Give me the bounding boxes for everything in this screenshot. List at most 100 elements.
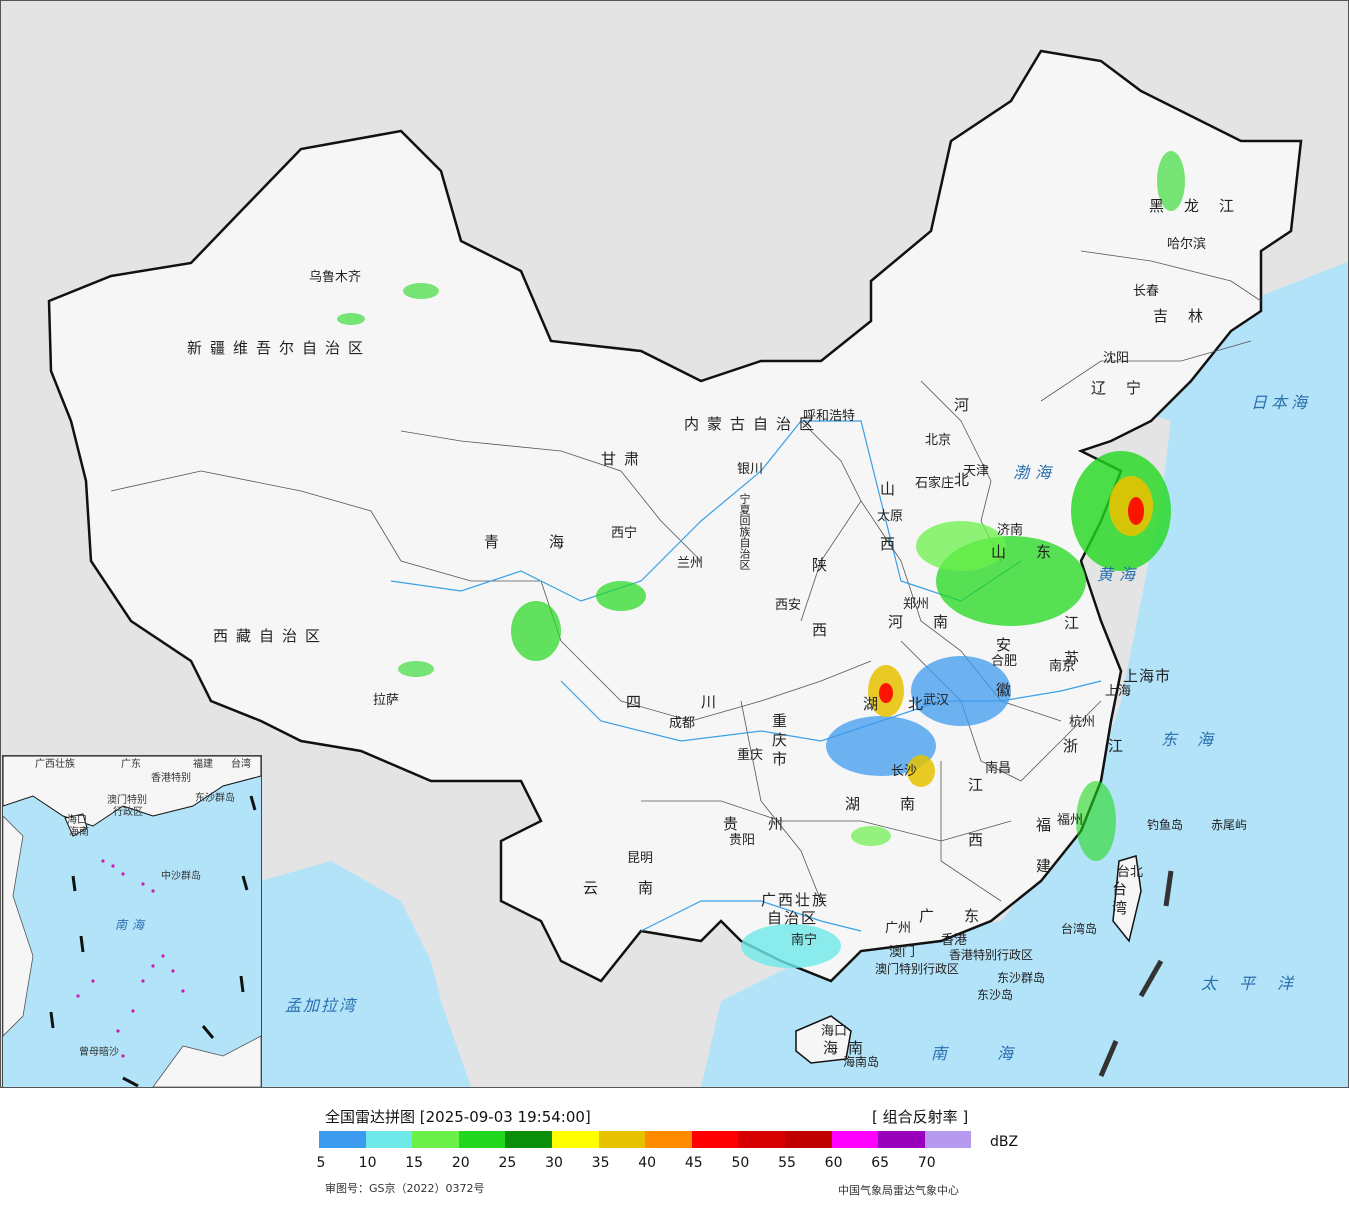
city-fuzhou: 福州	[1057, 813, 1084, 828]
city-wuhan: 武汉	[923, 693, 950, 708]
legend-swatch	[645, 1131, 692, 1148]
legend-swatch	[738, 1131, 785, 1148]
inset-vietnam	[3, 815, 34, 1037]
sea-yellow: 黄海	[1097, 565, 1142, 584]
legend-tick-label: 30	[545, 1155, 563, 1171]
legend-swatch	[319, 1131, 366, 1148]
legend-product: [ 组合反射率 ]	[872, 1108, 969, 1126]
legend-tick-label: 55	[778, 1155, 796, 1171]
province-label-heilongjiang: 黑龙江	[1149, 197, 1255, 215]
city-guangzhou: 广州	[885, 921, 912, 936]
island-hainan: 海南岛	[843, 1055, 880, 1069]
inset-label-fujian: 福建	[193, 759, 213, 770]
sea-east-china: 东海	[1161, 730, 1234, 749]
legend-swatch	[924, 1131, 972, 1148]
sea-bohai: 渤海	[1013, 463, 1058, 482]
bay-of-bengal	[251, 861, 471, 1087]
province-label-yunnan: 云南	[583, 879, 694, 897]
legend-colorbar	[319, 1131, 972, 1148]
province-label-anhui: 安徽	[994, 637, 1012, 727]
city-tianjin: 天津	[963, 464, 990, 479]
legend-swatch	[505, 1131, 552, 1148]
province-label-shandong: 山东	[991, 543, 1082, 561]
radar-echoes	[337, 151, 1185, 968]
island-chiwei: 赤尾屿	[1211, 818, 1248, 832]
province-label-qinghai: 青海	[484, 533, 615, 551]
inset-label-hk: 香港特别	[151, 773, 191, 784]
echo-cluster	[741, 924, 841, 968]
city-taiyuan: 太原	[877, 509, 904, 524]
city-hefei: 合肥	[991, 654, 1018, 669]
island-dongsha: 东沙岛	[977, 988, 1014, 1002]
city-kunming: 昆明	[627, 851, 654, 866]
province-label-shanghai: 上海市	[1123, 667, 1172, 685]
inset-label-hainan: 海南	[69, 827, 89, 838]
echo-cluster	[398, 661, 434, 677]
province-label-chongqing: 重庆市	[770, 713, 788, 770]
city-changchun: 长春	[1133, 284, 1160, 299]
legend-swatch	[458, 1131, 506, 1148]
inset-label-macau: 澳门特别	[107, 795, 147, 806]
province-label-sichuan: 四川	[626, 693, 777, 711]
province-label-jiangxi: 江西	[966, 777, 984, 887]
echo-cluster	[879, 683, 893, 703]
legend-tick-label: 40	[638, 1155, 657, 1171]
city-shanghai: 上海	[1105, 684, 1132, 699]
province-label-taiwan: 台湾	[1110, 881, 1128, 919]
province-label-jilin: 吉林	[1153, 307, 1224, 325]
city-xining: 西宁	[611, 526, 638, 541]
city-shijiazhuang: 石家庄	[915, 476, 955, 491]
city-lhasa: 拉萨	[373, 693, 400, 708]
echo-cluster	[851, 826, 891, 846]
province-label-henan: 河南	[888, 613, 979, 631]
map-approval-number: 审图号：GS京（2022）0372号	[325, 1182, 485, 1195]
province-label-jiangsu: 江苏	[1062, 615, 1080, 685]
inset-label-dongsha: 东沙群岛	[195, 793, 235, 804]
legend-tick-label: 70	[917, 1155, 936, 1171]
city-nanchang: 南昌	[985, 761, 1012, 776]
city-hongkong: 香港	[941, 933, 968, 948]
inset-label-guangdong: 广东	[121, 759, 141, 770]
province-label-guizhou: 贵州	[723, 815, 814, 833]
echo-cluster	[511, 601, 561, 661]
echo-cluster	[907, 755, 935, 787]
inset-label-guangxi: 广西壮族	[35, 759, 75, 770]
label-hk-sar: 香港特别行政区	[949, 948, 1034, 962]
province-label-guangxi-line1: 广西壮族	[761, 891, 830, 909]
sea-japan: 日本海	[1251, 393, 1312, 412]
legend-swatch	[691, 1131, 739, 1148]
inset-label-haikou: 海口	[67, 815, 87, 826]
province-label-fujian: 福建	[1034, 817, 1052, 899]
city-jinan: 济南	[997, 523, 1024, 538]
legend-tick-label: 15	[405, 1155, 424, 1171]
province-label-zhejiang: 浙江	[1063, 737, 1154, 755]
inset-hainan	[64, 813, 88, 837]
city-lanzhou: 兰州	[677, 556, 704, 571]
sea-south-china: 南海	[931, 1044, 1064, 1063]
city-taipei: 台北	[1117, 865, 1144, 880]
sea-pacific: 太平洋	[1201, 974, 1316, 993]
city-nanjing: 南京	[1049, 659, 1076, 674]
legend-tick-label: 50	[731, 1155, 750, 1171]
island-dongsha-islands: 东沙群岛	[997, 971, 1046, 985]
province-label-shaanxi: 陕西	[810, 557, 828, 687]
echo-cluster	[337, 313, 365, 325]
city-chongqing: 重庆	[737, 748, 764, 763]
legend-swatch	[412, 1131, 459, 1148]
city-macau: 澳门	[889, 945, 916, 960]
city-chengdu: 成都	[669, 716, 696, 731]
city-nanning: 南宁	[791, 933, 818, 948]
legend-panel: 全国雷达拼图 [2025-09-03 19:54:00] [ 组合反射率 ] d…	[0, 1088, 1349, 1208]
inset-label-zengmu: 曾母暗沙	[79, 1047, 119, 1058]
city-urumqi: 乌鲁木齐	[309, 270, 362, 285]
legend-swatch	[365, 1131, 413, 1148]
legend-swatch	[598, 1131, 646, 1148]
legend-tick-label: 45	[684, 1155, 703, 1171]
legend-swatch	[878, 1131, 925, 1148]
legend-title: 全国雷达拼图 [2025-09-03 19:54:00]	[325, 1108, 591, 1126]
boundary-dashes	[1098, 870, 1174, 1077]
city-shenyang: 沈阳	[1103, 351, 1130, 366]
province-label-ningxia: 宁夏回族自治区	[738, 493, 751, 570]
city-yinchuan: 银川	[737, 462, 764, 477]
hainan-island	[795, 1015, 852, 1064]
